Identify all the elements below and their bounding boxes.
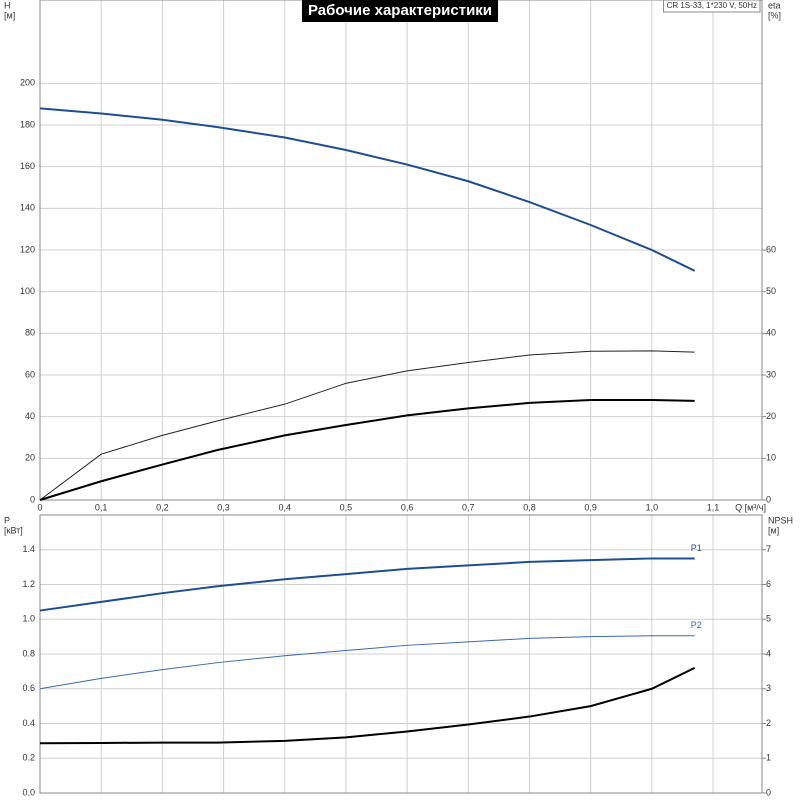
plot-frame: [39, 514, 763, 794]
x-tick-label: 1,0: [646, 502, 659, 512]
y2-tick-label: 4: [766, 648, 771, 658]
y2-tick-label: 1: [766, 753, 771, 763]
y-tick-label: 0.2: [22, 753, 35, 763]
y2-tick-label: 50: [766, 286, 776, 296]
series-line: [39, 107, 696, 272]
annotation-box: [663, 0, 761, 13]
x-tick-label: 1,1: [707, 502, 720, 512]
series-line: [39, 350, 695, 501]
x-tick-label: 0,6: [401, 502, 414, 512]
y2-tick-label: 5: [766, 614, 771, 624]
y-tick-label: 0.8: [22, 648, 35, 658]
y2-tick-label: 60: [766, 244, 776, 254]
y-label: P: [4, 515, 10, 525]
y-tick-label: 120: [20, 244, 35, 254]
y2-unit: [м]: [768, 525, 779, 535]
y-tick-label: 0.6: [22, 683, 35, 693]
x-tick-label: 0,7: [462, 502, 475, 512]
y-unit: [кВт]: [4, 525, 23, 535]
y2-unit: [%]: [768, 10, 781, 20]
x-tick-label: 0: [37, 502, 42, 512]
series-line: [39, 557, 695, 612]
y2-tick-label: 3: [766, 683, 771, 693]
y-tick-label: 140: [20, 203, 35, 213]
title-box: [301, 0, 499, 22]
series-line: [39, 399, 695, 501]
x-tick-label: 0,2: [156, 502, 169, 512]
y2-tick-label: 40: [766, 328, 776, 338]
y-tick-label: 1.0: [22, 614, 35, 624]
y2-tick-label: 6: [766, 579, 771, 589]
y2-tick-label: 0: [766, 494, 771, 504]
y2-tick-label: 0: [766, 787, 771, 797]
y-tick-label: 40: [25, 411, 35, 421]
y-tick-label: 0.4: [22, 718, 35, 728]
y2-tick-label: 7: [766, 544, 771, 554]
y-tick-label: 0.0: [22, 787, 35, 797]
y2-tick-label: 30: [766, 369, 776, 379]
y-tick-label: 180: [20, 119, 35, 129]
y-tick-label: 160: [20, 161, 35, 171]
y-label: H: [4, 0, 11, 10]
y-tick-label: 1.2: [22, 579, 35, 589]
y2-tick-label: 2: [766, 718, 771, 728]
y-tick-label: 20: [25, 453, 35, 463]
x-tick-label: 0,1: [95, 502, 108, 512]
x-tick-label: 0,9: [584, 502, 597, 512]
series-line: [39, 635, 695, 690]
x-tick-label: 0,8: [523, 502, 536, 512]
plot-frame: [39, 0, 763, 501]
series-label: P2: [691, 620, 702, 630]
y-tick-label: 1.4: [22, 544, 35, 554]
x-tick-label: 0,3: [217, 502, 230, 512]
annotation: CR 1S-33, 1*230 V, 50Hz: [667, 1, 757, 10]
y-tick-label: 100: [20, 286, 35, 296]
series-line: [39, 667, 696, 745]
y2-label: NPSH: [768, 515, 793, 525]
series-label: P1: [691, 543, 702, 553]
y2-label: eta: [768, 0, 781, 10]
y2-tick-label: 10: [766, 453, 776, 463]
x-label: Q [м³/ч]: [735, 502, 766, 512]
y-unit: [м]: [4, 10, 15, 20]
x-tick-label: 0,4: [278, 502, 291, 512]
chart-title: Рабочие характеристики: [308, 2, 492, 19]
y-tick-label: 60: [25, 369, 35, 379]
y-tick-label: 200: [20, 78, 35, 88]
y-tick-label: 0: [30, 494, 35, 504]
x-tick-label: 0,5: [340, 502, 353, 512]
y2-tick-label: 20: [766, 411, 776, 421]
y-tick-label: 80: [25, 328, 35, 338]
